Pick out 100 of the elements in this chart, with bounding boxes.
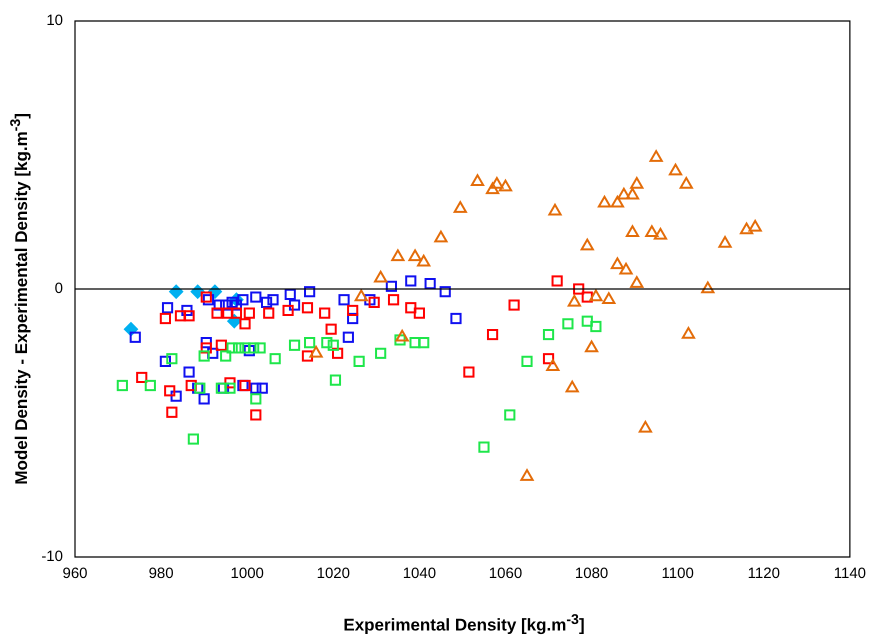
point	[542, 353, 554, 364]
point	[174, 310, 186, 322]
point	[718, 236, 732, 248]
point	[342, 332, 354, 343]
point	[207, 348, 218, 359]
point	[552, 275, 563, 287]
point	[198, 393, 210, 404]
point	[244, 308, 255, 319]
point	[224, 377, 236, 388]
point	[521, 356, 533, 367]
point	[386, 280, 398, 292]
point	[216, 382, 227, 394]
point	[354, 290, 368, 302]
point	[405, 275, 416, 287]
point	[211, 308, 223, 319]
point	[256, 382, 268, 394]
point	[630, 276, 644, 288]
point	[183, 310, 195, 322]
point	[626, 225, 640, 237]
point	[463, 366, 474, 378]
point	[188, 433, 199, 445]
point	[347, 312, 358, 324]
point	[288, 299, 300, 311]
point	[650, 150, 663, 162]
point	[582, 291, 593, 303]
point	[183, 366, 195, 378]
point	[250, 291, 262, 303]
point	[470, 174, 484, 186]
point	[239, 318, 251, 330]
x-tick-label: 1140	[834, 565, 866, 582]
point	[568, 294, 581, 307]
point	[454, 201, 467, 213]
point	[626, 188, 640, 200]
point	[304, 337, 316, 348]
point	[144, 380, 156, 392]
point	[654, 228, 668, 240]
point	[388, 294, 400, 306]
point	[186, 380, 197, 392]
point	[226, 342, 238, 354]
point	[440, 286, 451, 298]
point	[284, 288, 296, 300]
point	[486, 182, 500, 194]
point	[270, 353, 281, 364]
x-tick-label: 960	[62, 565, 88, 582]
point	[164, 385, 176, 396]
point	[580, 238, 594, 250]
point	[645, 225, 658, 237]
point	[498, 180, 512, 192]
point	[282, 304, 294, 316]
point	[582, 316, 593, 327]
point	[490, 176, 504, 189]
point	[328, 340, 339, 351]
x-axis-title: Experimental Density [kg.m$^{-3}$]	[342, 612, 586, 636]
point	[562, 318, 574, 330]
point	[198, 350, 210, 362]
point	[405, 302, 416, 314]
point	[200, 291, 212, 303]
point	[508, 299, 520, 311]
point	[166, 353, 178, 364]
point	[136, 372, 148, 384]
point	[682, 327, 696, 339]
point	[162, 302, 174, 314]
point	[589, 290, 603, 302]
point	[610, 257, 624, 270]
point	[170, 390, 182, 402]
x-tick-label: 1020	[316, 565, 350, 582]
point	[230, 308, 242, 319]
point	[250, 409, 262, 421]
point	[239, 380, 251, 392]
point	[338, 294, 350, 306]
x-tick-label: 1000	[230, 565, 264, 582]
point	[375, 348, 386, 359]
point	[486, 328, 498, 340]
point	[354, 356, 365, 367]
point	[166, 406, 178, 418]
x-tick-label: 1080	[574, 565, 608, 582]
point	[250, 393, 262, 404]
point	[590, 320, 602, 332]
point	[364, 294, 376, 306]
point	[347, 304, 358, 316]
point	[740, 222, 754, 234]
point	[680, 176, 693, 189]
point	[408, 249, 422, 262]
point	[668, 164, 682, 176]
point	[304, 286, 316, 298]
point	[232, 342, 244, 354]
point	[244, 345, 255, 356]
point	[504, 409, 516, 421]
point	[319, 308, 330, 319]
point	[160, 356, 171, 367]
point	[222, 308, 234, 319]
point	[418, 337, 430, 348]
point	[409, 337, 421, 348]
point	[598, 196, 612, 208]
x-tick-label: 1120	[748, 565, 780, 582]
point	[450, 312, 462, 324]
point	[573, 283, 584, 295]
point	[250, 382, 262, 394]
point	[330, 374, 342, 386]
point	[548, 204, 562, 216]
